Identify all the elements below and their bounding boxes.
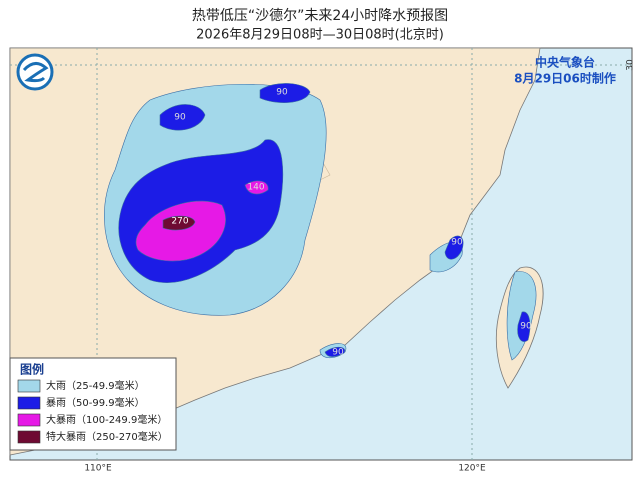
rain-area [444,235,464,260]
rain-area [244,180,269,195]
contour-label: 90 [520,322,532,332]
contour-label: 270 [171,217,188,227]
contour-label: 90 [174,113,186,123]
rainfall-areas [104,83,537,361]
subtitle: 2026年8月29日08时—30日08时(北京时) [196,28,444,43]
legend-swatch [17,413,41,427]
rain-area [159,104,206,131]
contour-label: 140 [247,183,264,193]
lon-label: 120°E [458,464,486,474]
legend-title: 图例 [20,362,44,377]
legend: 图例 大雨（25-49.9毫米） 暴雨（50-99.9毫米） 大暴雨（100-249… [9,357,177,451]
issue-time: 8月29日06时制作 [514,71,616,86]
issuer: 中央气象台 [535,55,595,70]
lon-label: 110°E [84,464,112,474]
legend-label: 大暴雨（100-249.9毫米） [46,413,167,426]
legend-swatch [17,396,41,410]
legend-label: 特大暴雨（250-270毫米） [46,430,168,443]
rain-area [162,215,196,231]
legend-swatch [17,430,41,444]
legend-label: 大雨（25-49.9毫米） [46,379,145,392]
rain-area [259,83,311,103]
logo [16,53,54,91]
lat-label: 30 [626,59,636,71]
rain-area [135,200,226,262]
legend-label: 暴雨（50-99.9毫米） [46,396,145,409]
contour-label: 90 [451,238,463,248]
legend-swatch [17,379,41,393]
title: 热带低压“沙德尔”未来24小时降水预报图 [192,8,448,24]
contour-labels: 90 90 140 270 90 90 90 [171,88,532,358]
contour-label: 90 [332,348,344,358]
rain-area [324,346,346,357]
rain-area [517,311,531,342]
contour-label: 90 [276,88,288,98]
logo-mark [22,62,49,83]
